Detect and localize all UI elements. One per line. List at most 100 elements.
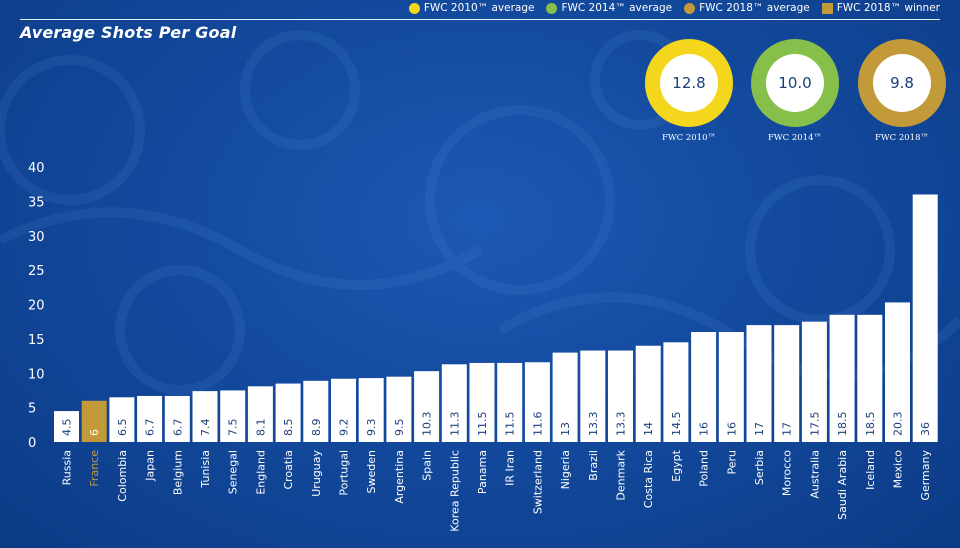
y-tick-label: 25 xyxy=(28,264,45,279)
x-tick-label: Korea Republic xyxy=(448,450,461,532)
data-label: 6.5 xyxy=(116,419,129,437)
x-tick-label: IR Iran xyxy=(504,450,517,486)
x-tick-label: France xyxy=(88,450,101,487)
data-label: 9.5 xyxy=(393,419,406,437)
bar xyxy=(608,350,633,442)
data-label: 9.3 xyxy=(365,419,378,437)
data-label: 11.6 xyxy=(531,412,544,437)
average-value: 12.8 xyxy=(660,54,718,112)
bar xyxy=(386,376,412,442)
bar xyxy=(912,194,938,442)
x-tick-label: Switzerland xyxy=(531,450,544,514)
bar xyxy=(774,325,800,442)
data-label: 13 xyxy=(559,422,572,436)
y-tick-label: 35 xyxy=(28,195,45,210)
data-label: 13.3 xyxy=(587,412,600,437)
data-label: 8.9 xyxy=(310,419,323,437)
bar xyxy=(552,352,578,442)
x-tick-label: Mexico xyxy=(892,450,905,489)
data-label: 6.7 xyxy=(171,419,184,437)
legend-circle-icon xyxy=(408,2,420,14)
bar xyxy=(524,362,550,442)
bar xyxy=(247,386,273,442)
x-tick-label: Egypt xyxy=(670,449,683,481)
data-label: 8.5 xyxy=(282,419,295,437)
chart-title: Average Shots Per Goal xyxy=(20,23,237,42)
data-label: 11.3 xyxy=(448,412,461,437)
bar xyxy=(885,302,910,442)
x-tick-label: Denmark xyxy=(615,449,628,500)
data-label: 14.5 xyxy=(670,412,683,437)
x-tick-label: Brazil xyxy=(587,450,600,481)
legend-item-fwc-2010: FWC 2010™ average xyxy=(408,2,535,14)
data-label: 13.3 xyxy=(615,412,628,437)
bar xyxy=(635,345,661,442)
bar xyxy=(801,321,827,442)
y-tick-label: 30 xyxy=(28,230,45,245)
data-label: 11.5 xyxy=(476,412,489,437)
bar xyxy=(54,411,79,442)
legend-label: FWC 2010™ average xyxy=(423,2,535,14)
bar xyxy=(192,391,218,442)
legend-item-fwc-2018-winner: FWC 2018™ winner xyxy=(821,2,940,14)
x-tick-label: Morocco xyxy=(781,450,794,496)
average-badge-fwc-2018: 9.8 FWC 2018™ xyxy=(858,39,946,143)
data-label: 8.1 xyxy=(254,419,267,437)
data-label: 17 xyxy=(753,422,766,436)
bar xyxy=(164,395,190,442)
bar xyxy=(469,362,495,442)
data-label: 36 xyxy=(919,422,932,436)
bar xyxy=(580,350,606,442)
x-tick-label: Argentina xyxy=(393,450,406,504)
x-tick-label: Serbia xyxy=(753,450,766,485)
average-ring: 9.8 xyxy=(858,39,946,127)
bar xyxy=(275,383,301,442)
x-tick-label: Belgium xyxy=(171,450,184,495)
x-tick-label: Nigeria xyxy=(559,450,572,489)
data-label: 4.5 xyxy=(61,419,74,437)
x-tick-label: Germany xyxy=(919,450,932,501)
bar xyxy=(303,380,329,442)
bar xyxy=(746,325,772,442)
y-tick-label: 15 xyxy=(28,333,45,348)
bar xyxy=(109,397,135,442)
data-label: 9.2 xyxy=(338,419,351,437)
bar xyxy=(331,378,356,442)
legend: FWC 2010™ average FWC 2014™ average FWC … xyxy=(408,0,940,16)
bar xyxy=(358,378,384,442)
x-tick-label: Australia xyxy=(808,450,821,499)
average-ring: 12.8 xyxy=(645,39,733,127)
y-tick-label: 20 xyxy=(28,299,45,314)
data-label: 7.5 xyxy=(227,419,240,437)
data-label: 14 xyxy=(642,422,655,436)
bar xyxy=(441,364,467,442)
average-label: FWC 2014™ xyxy=(768,133,822,143)
bar xyxy=(220,390,246,442)
data-label: 18.5 xyxy=(836,412,849,437)
data-label: 20.3 xyxy=(892,412,905,437)
average-badge-fwc-2010: 12.8 FWC 2010™ xyxy=(645,39,733,143)
bar xyxy=(414,371,440,442)
x-tick-label: Senegal xyxy=(227,450,240,494)
x-tick-label: Poland xyxy=(698,450,711,487)
data-label: 6 xyxy=(88,429,101,436)
data-label: 6.7 xyxy=(144,419,157,437)
x-tick-label: Uruguay xyxy=(310,450,323,497)
bar xyxy=(663,342,689,442)
y-tick-label: 0 xyxy=(28,436,36,451)
y-tick-label: 40 xyxy=(28,161,45,176)
data-label: 17.5 xyxy=(808,412,821,437)
x-tick-label: Iceland xyxy=(864,450,877,490)
average-label: FWC 2010™ xyxy=(662,133,716,143)
x-tick-label: Tunisia xyxy=(199,450,212,489)
legend-square-icon xyxy=(821,2,833,14)
x-tick-label: Costa Rica xyxy=(642,450,655,508)
y-tick-label: 10 xyxy=(28,367,45,382)
legend-label: FWC 2018™ winner xyxy=(836,2,940,14)
x-tick-label: Saudi Arabia xyxy=(836,450,849,520)
average-label: FWC 2018™ xyxy=(875,133,929,143)
data-label: 10.3 xyxy=(421,412,434,437)
average-value: 9.8 xyxy=(873,54,931,112)
